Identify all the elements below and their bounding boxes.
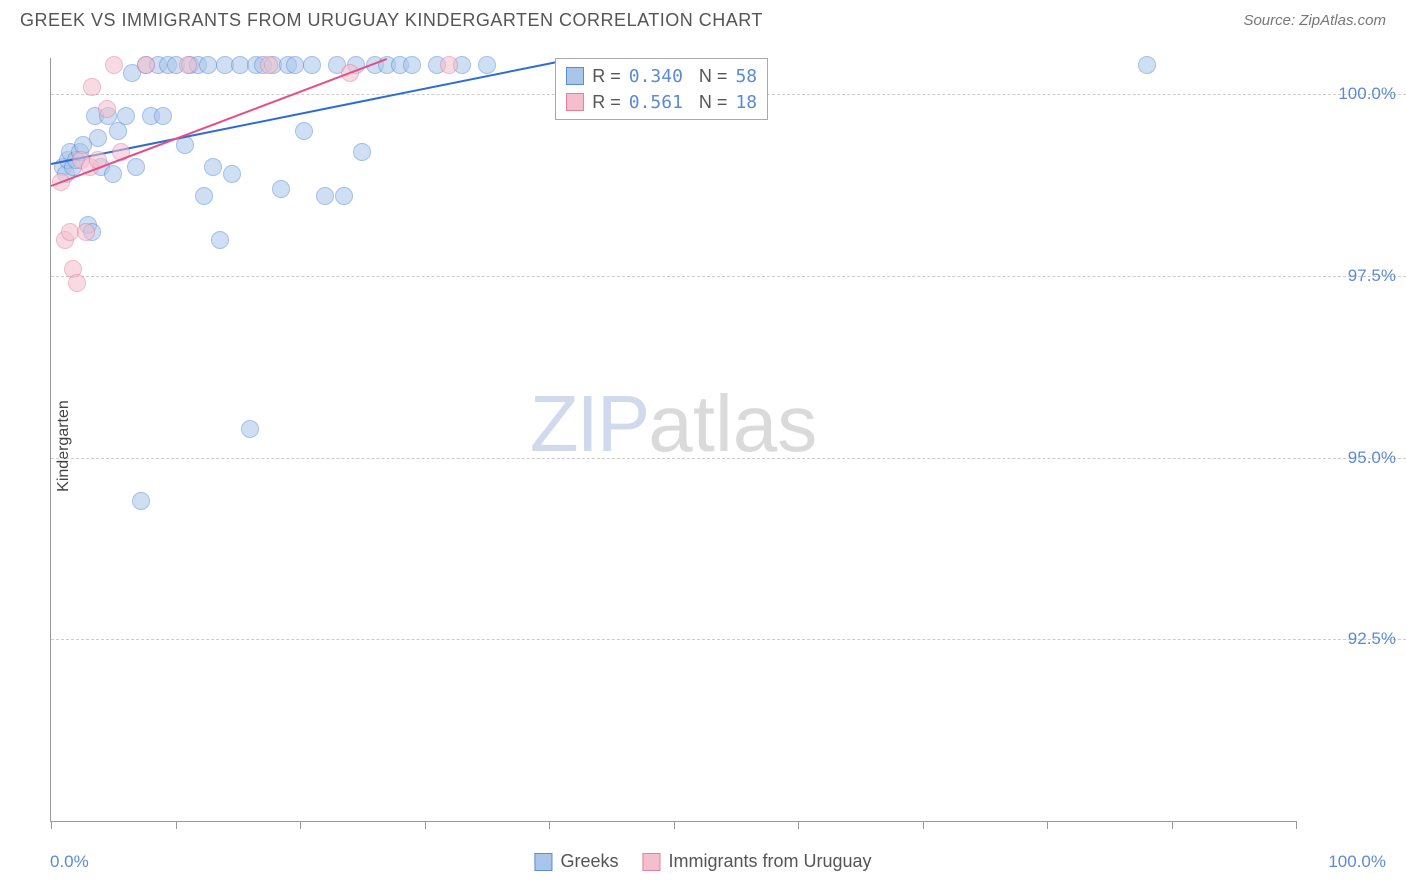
x-tick [1172,821,1173,829]
legend-item-uruguay: Immigrants from Uruguay [642,851,871,872]
scatter-point [241,420,259,438]
chart-source: Source: ZipAtlas.com [1243,12,1386,29]
n-label: N = [699,66,728,87]
scatter-point [83,78,101,96]
scatter-point [137,56,155,74]
scatter-point [195,187,213,205]
legend-swatch-uruguay [642,853,660,871]
scatter-point [132,492,150,510]
n-value: 18 [735,92,757,113]
watermark-atlas: atlas [648,379,817,468]
scatter-point [403,56,421,74]
y-tick-label: 92.5% [1348,629,1396,649]
gridline [51,276,1406,277]
legend-label-greeks: Greeks [560,851,618,872]
y-tick-label: 95.0% [1348,448,1396,468]
scatter-point [316,187,334,205]
x-tick [674,821,675,829]
x-axis-min-label: 0.0% [50,852,89,872]
x-tick [798,821,799,829]
scatter-point [89,129,107,147]
r-label: R = [592,92,621,113]
legend-swatch-greeks [534,853,552,871]
x-tick [176,821,177,829]
scatter-point [211,231,229,249]
scatter-point [127,158,145,176]
chart-header: GREEK VS IMMIGRANTS FROM URUGUAY KINDERG… [0,0,1406,35]
y-tick-label: 100.0% [1338,84,1396,104]
scatter-point [77,223,95,241]
scatter-point [286,56,304,74]
gridline [51,458,1406,459]
watermark-zip: ZIP [530,379,648,468]
scatter-point [199,56,217,74]
scatter-point [117,107,135,125]
x-tick [923,821,924,829]
legend-item-greeks: Greeks [534,851,618,872]
x-tick [300,821,301,829]
scatter-point [440,56,458,74]
n-label: N = [699,92,728,113]
x-tick [1047,821,1048,829]
x-tick [549,821,550,829]
correlation-legend-row: R = 0.561 N = 18 [566,89,757,115]
y-tick-label: 97.5% [1348,266,1396,286]
scatter-point [1138,56,1156,74]
scatter-point [353,143,371,161]
scatter-point [260,56,278,74]
n-value: 58 [735,66,757,87]
gridline [51,639,1406,640]
r-value: 0.561 [629,92,683,113]
legend-swatch [566,67,584,85]
scatter-point [223,165,241,183]
correlation-legend-row: R = 0.340 N = 58 [566,63,757,89]
chart-plot-area: ZIPatlas 100.0%97.5%95.0%92.5%R =0.340N … [50,58,1296,822]
x-axis-max-label: 100.0% [1328,852,1386,872]
bottom-legend: Greeks Immigrants from Uruguay [534,851,871,872]
scatter-point [272,180,290,198]
scatter-point [68,274,86,292]
legend-label-uruguay: Immigrants from Uruguay [668,851,871,872]
legend-swatch [566,93,584,111]
scatter-point [179,56,197,74]
r-value: 0.340 [629,66,683,87]
scatter-point [105,56,123,74]
x-tick [425,821,426,829]
scatter-point [204,158,222,176]
scatter-point [478,56,496,74]
scatter-point [104,165,122,183]
scatter-point [295,122,313,140]
x-tick [51,821,52,829]
watermark: ZIPatlas [530,378,817,470]
chart-title: GREEK VS IMMIGRANTS FROM URUGUAY KINDERG… [20,10,763,31]
scatter-point [303,56,321,74]
scatter-point [335,187,353,205]
r-label: R = [592,66,621,87]
scatter-point [154,107,172,125]
scatter-point [98,100,116,118]
x-tick [1296,821,1297,829]
correlation-legend: R = 0.340 N = 58 R = 0.561 N = 18 [555,58,768,120]
